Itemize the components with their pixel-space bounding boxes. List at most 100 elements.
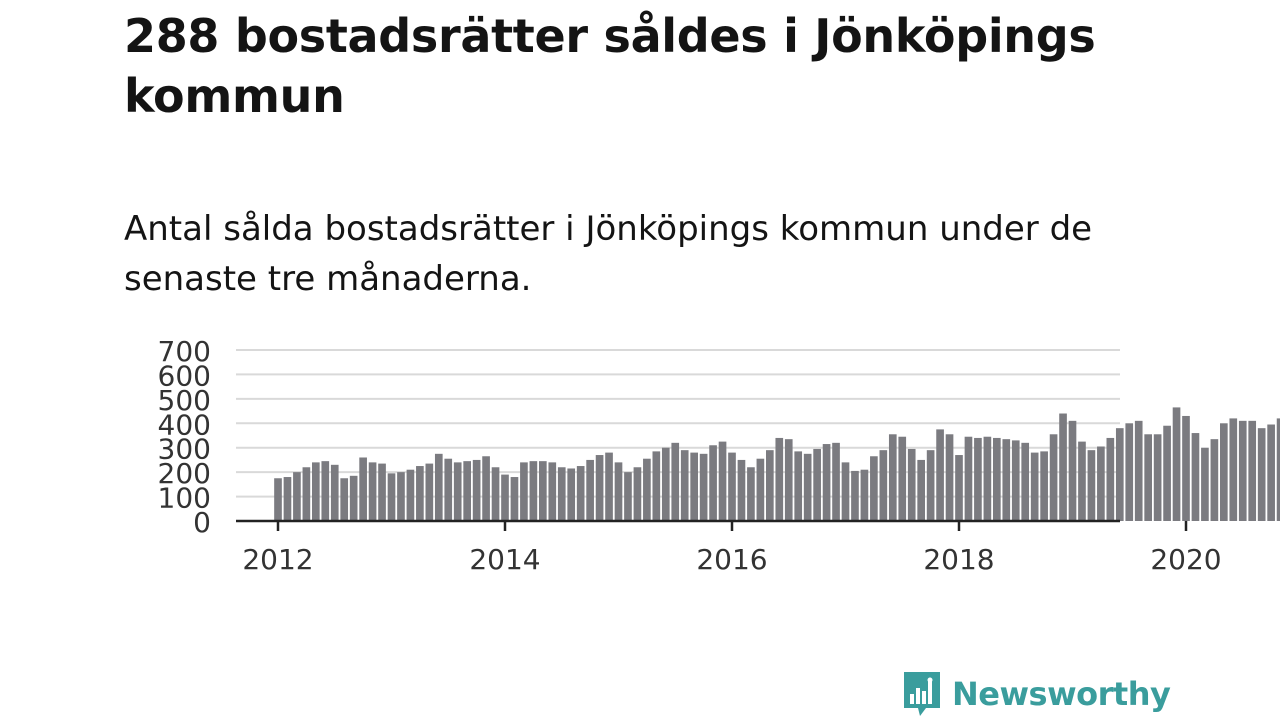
bar bbox=[293, 472, 301, 521]
bar bbox=[472, 459, 481, 521]
bar bbox=[548, 462, 557, 521]
bar bbox=[907, 448, 916, 521]
brand-name: Newsworthy bbox=[952, 675, 1171, 713]
bar bbox=[453, 462, 462, 521]
bar bbox=[378, 463, 386, 521]
bar bbox=[974, 437, 982, 521]
bar bbox=[993, 437, 1001, 521]
bar bbox=[680, 450, 689, 521]
bar bbox=[529, 461, 538, 521]
bar bbox=[1078, 441, 1086, 521]
bar bbox=[567, 468, 576, 521]
bar bbox=[643, 458, 651, 521]
bar bbox=[539, 461, 547, 521]
bar bbox=[1002, 439, 1011, 521]
newsworthy-chart-icon bbox=[904, 672, 940, 716]
bar bbox=[652, 451, 661, 521]
bar bbox=[624, 472, 632, 521]
bar bbox=[387, 473, 396, 521]
bar bbox=[1191, 433, 1200, 521]
bar bbox=[1040, 451, 1048, 521]
bar bbox=[557, 467, 566, 521]
bar bbox=[1276, 418, 1280, 521]
bar bbox=[482, 456, 490, 521]
bar bbox=[1210, 439, 1219, 521]
bar bbox=[983, 436, 992, 521]
bar bbox=[794, 451, 803, 521]
bar bbox=[661, 447, 670, 521]
bar bbox=[775, 437, 784, 521]
bar bbox=[756, 458, 765, 521]
bar bbox=[312, 462, 320, 521]
bar bbox=[283, 477, 292, 521]
y-tick-label: 500 bbox=[158, 384, 211, 417]
bar bbox=[605, 452, 613, 521]
bar bbox=[1115, 428, 1124, 521]
bar bbox=[595, 455, 604, 521]
bar bbox=[1021, 442, 1030, 521]
bar bbox=[434, 453, 443, 521]
bar bbox=[330, 464, 339, 521]
bar bbox=[747, 467, 755, 521]
bar bbox=[879, 450, 888, 521]
bar bbox=[851, 470, 859, 521]
bar bbox=[1267, 424, 1275, 521]
bar bbox=[359, 457, 367, 521]
x-tick-label: 2016 bbox=[696, 543, 767, 576]
x-tick-label: 2018 bbox=[923, 543, 994, 576]
bar bbox=[614, 462, 623, 521]
bar bbox=[1172, 407, 1181, 521]
bar bbox=[463, 461, 471, 521]
bar bbox=[425, 463, 434, 521]
bar bbox=[1068, 420, 1077, 521]
bar bbox=[1106, 437, 1115, 521]
bar bbox=[1163, 425, 1171, 521]
bar bbox=[406, 469, 415, 521]
bar bbox=[813, 448, 821, 521]
bar bbox=[690, 452, 698, 521]
bar bbox=[888, 434, 897, 521]
bar bbox=[1182, 415, 1190, 521]
bar bbox=[709, 445, 717, 521]
y-tick-label: 200 bbox=[158, 457, 211, 490]
bar bbox=[699, 453, 708, 521]
bar bbox=[917, 459, 925, 521]
bar bbox=[766, 450, 774, 521]
y-tick-label: 100 bbox=[158, 482, 211, 515]
bar bbox=[274, 478, 282, 521]
y-tick-label: 0 bbox=[193, 506, 211, 539]
bar bbox=[784, 439, 793, 521]
x-tick-label: 2014 bbox=[469, 543, 540, 576]
chart-title: 288 bostadsrätter såldes i Jönköpings ko… bbox=[124, 9, 1096, 123]
bar bbox=[737, 459, 746, 521]
x-tick-label: 2012 bbox=[242, 543, 313, 576]
x-tick-label: 2020 bbox=[1150, 543, 1221, 576]
bar bbox=[1059, 413, 1067, 521]
bar bbox=[870, 456, 878, 521]
bar bbox=[898, 436, 907, 521]
bar bbox=[822, 444, 831, 521]
bar bbox=[491, 467, 500, 521]
bar bbox=[368, 462, 377, 521]
bar bbox=[1125, 423, 1134, 521]
bar bbox=[964, 436, 973, 521]
bar bbox=[1238, 420, 1247, 521]
bar bbox=[340, 478, 349, 521]
bar bbox=[1087, 450, 1096, 521]
bar bbox=[1144, 434, 1152, 521]
bar bbox=[1030, 452, 1039, 521]
bar bbox=[860, 469, 869, 521]
bar bbox=[832, 442, 840, 521]
bar bbox=[576, 466, 585, 521]
bar bbox=[1134, 420, 1143, 521]
bar bbox=[416, 466, 424, 521]
bar bbox=[803, 453, 812, 521]
bar bbox=[349, 475, 358, 521]
bar bbox=[926, 450, 935, 521]
bar bbox=[321, 461, 330, 521]
chart-subtitle: Antal sålda bostadsrätter i Jönköpings k… bbox=[124, 209, 1093, 299]
bar bbox=[510, 477, 519, 521]
y-tick-label: 300 bbox=[158, 433, 211, 466]
bar bbox=[955, 455, 963, 521]
bar bbox=[936, 429, 944, 521]
